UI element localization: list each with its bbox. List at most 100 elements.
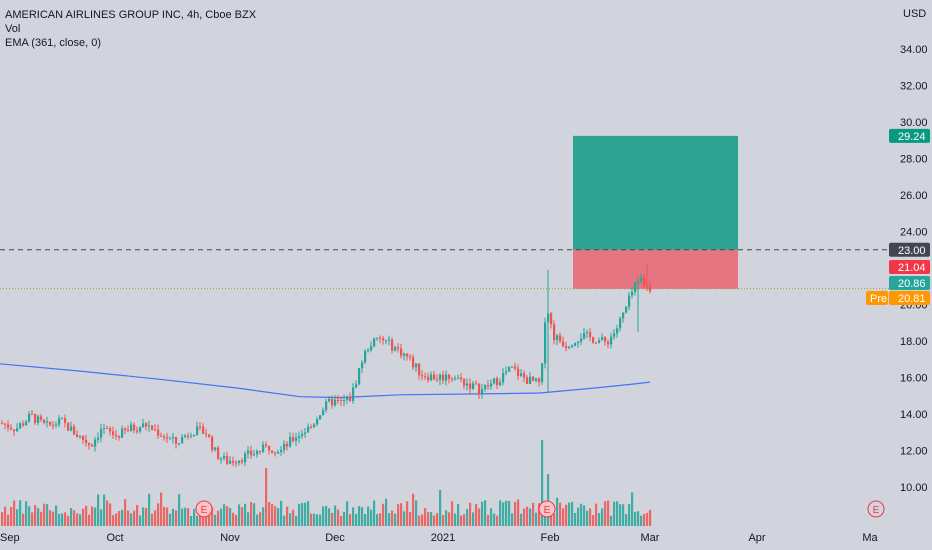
- volume-bar: [280, 500, 283, 526]
- candle-body: [322, 410, 325, 416]
- volume-bar: [373, 500, 376, 526]
- candle-body: [154, 429, 157, 431]
- volume-bar: [403, 511, 406, 526]
- candle-body: [310, 426, 313, 428]
- volume-bar: [538, 503, 541, 526]
- candle-body: [394, 347, 397, 351]
- volume-bar: [376, 514, 379, 526]
- volume-bar: [628, 504, 631, 526]
- volume-bar: [52, 511, 55, 526]
- time-tick-label: Oct: [106, 532, 123, 544]
- candle-body: [220, 458, 223, 460]
- candle-body: [433, 374, 436, 380]
- candle-body: [247, 450, 250, 454]
- candle-body: [340, 399, 343, 401]
- candle-body: [571, 345, 574, 348]
- candle-body: [85, 440, 88, 444]
- candle-body: [34, 413, 37, 423]
- candle-body: [76, 434, 79, 437]
- candle-body: [121, 428, 124, 438]
- volume-bar: [415, 500, 418, 526]
- candle-body: [430, 374, 433, 381]
- volume-bar: [649, 509, 652, 526]
- volume-bar: [505, 500, 508, 526]
- volume-bar: [247, 512, 250, 526]
- volume-bar: [634, 511, 637, 526]
- volume-bar: [496, 515, 499, 526]
- candle-body: [133, 424, 136, 431]
- candle-body: [88, 443, 91, 445]
- volume-bar: [616, 501, 619, 526]
- candle-body: [97, 437, 100, 440]
- price-axis[interactable]: USD 10.0012.0014.0016.0018.0020.0022.002…: [900, 8, 928, 494]
- candle-body: [7, 424, 10, 428]
- volume-bar: [103, 494, 106, 526]
- volume-bar: [343, 511, 346, 526]
- candle-body: [556, 335, 559, 341]
- candle-body: [352, 387, 355, 402]
- volume-bar: [61, 513, 64, 526]
- candle-body: [37, 416, 40, 423]
- candle-body: [544, 322, 547, 364]
- candle-body: [334, 399, 337, 406]
- candle-body: [10, 427, 13, 430]
- candle-body: [442, 374, 445, 381]
- volume-bar: [397, 504, 400, 526]
- candle-body: [181, 436, 184, 444]
- volume-bar: [34, 505, 37, 526]
- volume-bar: [427, 512, 430, 526]
- price-tick-label: 24.00: [900, 227, 928, 239]
- candle-body: [526, 377, 529, 384]
- time-axis[interactable]: Sep Oct Nov Dec 2021 Feb Mar Apr Ma: [0, 527, 932, 550]
- volume-bar: [445, 510, 448, 526]
- volume-indicator-label[interactable]: Vol: [5, 23, 21, 35]
- volume-bar: [475, 503, 478, 526]
- candle-body: [271, 450, 274, 453]
- price-tag-1: [889, 242, 930, 257]
- volume-bar: [379, 513, 382, 526]
- volume-bar: [148, 493, 151, 526]
- candle-body: [199, 426, 202, 428]
- ema-line: [0, 363, 651, 399]
- candle-body: [589, 332, 592, 338]
- volume-bar: [76, 513, 79, 526]
- candle-body: [208, 434, 211, 437]
- volume-bar: [514, 501, 517, 526]
- volume-bar: [385, 498, 388, 526]
- candle-body: [634, 282, 637, 292]
- candle-body: [238, 460, 241, 463]
- candle-body: [307, 426, 310, 433]
- candle-body: [268, 445, 271, 451]
- symbol-title[interactable]: AMERICAN AIRLINES GROUP INC, 4h, Cboe BZ…: [5, 9, 257, 21]
- volume-bar: [82, 508, 85, 526]
- volume-bar: [481, 501, 484, 526]
- volume-bar: [196, 515, 199, 526]
- price-tag-3: [889, 276, 930, 290]
- ema-indicator-label[interactable]: EMA (361, close, 0): [5, 37, 101, 49]
- volume-bar: [142, 507, 145, 526]
- candle-body: [277, 452, 280, 454]
- price-tag-0: [889, 128, 930, 143]
- volume-bar: [580, 503, 583, 526]
- volume-bar: [49, 510, 52, 526]
- candle-body: [286, 443, 289, 447]
- volume-bar: [304, 502, 307, 526]
- candle-body: [529, 376, 532, 384]
- volume-bar: [571, 501, 574, 526]
- volume-bar: [85, 505, 88, 526]
- volume-bar: [157, 503, 160, 526]
- candle-body: [598, 340, 601, 343]
- volume-bar: [586, 510, 589, 526]
- price-tick-label: 10.00: [900, 482, 928, 494]
- candle-body: [493, 378, 496, 384]
- position-tool[interactable]: [573, 135, 738, 289]
- candle-body: [235, 462, 238, 464]
- time-tick-label: Feb: [541, 532, 560, 544]
- candle-body: [406, 353, 409, 357]
- volume-bar: [130, 513, 133, 526]
- candle-body: [178, 443, 181, 445]
- candle-body: [106, 428, 109, 430]
- volume-bar: [493, 513, 496, 526]
